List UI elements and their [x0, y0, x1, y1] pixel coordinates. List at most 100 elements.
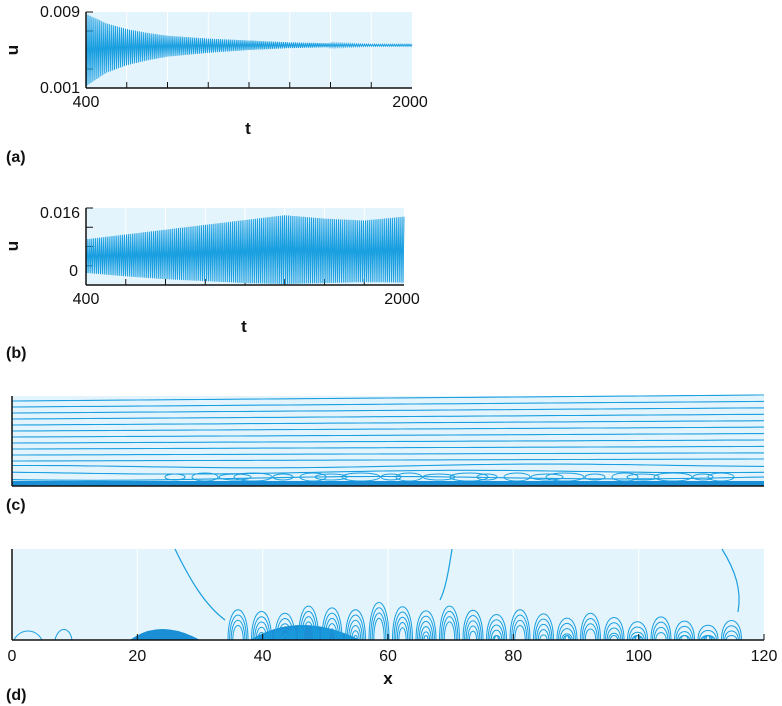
panel-d-vortex-contour — [368, 602, 390, 641]
panel-d-vortex-contour — [561, 633, 573, 641]
panel-d-vortex-contour — [468, 630, 478, 641]
panel-d-bump — [130, 629, 200, 640]
panel-d-vortex-contour — [396, 621, 409, 641]
panel-d-vortex-contour — [514, 624, 526, 641]
panel-d-vortex-contour — [490, 629, 503, 641]
panel-d-vortex-contour — [274, 612, 296, 641]
panel-d-vortex-contour — [558, 622, 576, 641]
panel-c-streamline — [12, 445, 765, 450]
panel-d-xlabel: x — [383, 669, 393, 688]
panel-c-streamline — [11, 469, 765, 475]
panel-d-vortex-contour — [605, 622, 623, 641]
panel-d-vortex-contour — [467, 625, 479, 641]
panel-d-vortex-contour — [439, 605, 460, 641]
panel-d-vortex-contour — [232, 624, 244, 641]
panel-c-streamline — [11, 400, 765, 408]
panel-a-xtick-start: 400 — [73, 94, 100, 111]
panel-d-vortex-contour — [724, 630, 739, 641]
panel-d-vortex-contour — [443, 621, 456, 641]
panel-d-vortex-contour — [489, 624, 504, 641]
panel-d-vortex-contour — [393, 611, 412, 641]
panel-c-streamline — [12, 463, 765, 469]
panel-c-eddy — [584, 473, 606, 481]
panel-d-vortex-contour — [326, 623, 338, 641]
panel-c-wall-layer — [12, 481, 764, 486]
panel-d-vortex-contour — [398, 627, 407, 641]
panel-c-eddy — [218, 473, 252, 481]
panel-d-xticks: 0 20 40 60 80 100 120 — [8, 634, 778, 665]
panel-d-vortex-contour — [230, 619, 246, 641]
panel-d-xtick-label: 0 — [8, 648, 17, 665]
panel-d-vortex-contour — [346, 614, 365, 641]
panel-d-vortex-contour — [721, 620, 742, 641]
panel-d-vortex-contour — [418, 620, 434, 641]
panel-d: 0 20 40 60 80 100 120 x (d) — [6, 548, 778, 704]
panel-d-vortex-contour — [655, 632, 667, 641]
panel-c-contours — [11, 394, 765, 486]
panel-d-xtick-label: 40 — [254, 648, 272, 665]
panel-d-vortex-contour — [280, 633, 290, 641]
panel-d-vortex-contour — [415, 610, 437, 641]
panel-c-label: (c) — [6, 497, 26, 514]
panel-a-xlabel: t — [245, 119, 251, 138]
panel-c-streamline — [11, 420, 765, 426]
panel-d-vortex-contour — [699, 630, 717, 641]
panel-d-vortex-contour — [584, 628, 597, 641]
panel-d-vortex-contour — [279, 628, 291, 641]
panel-c-eddy — [422, 473, 456, 481]
panel-d-vortex-contour — [677, 631, 692, 641]
panel-c-eddy — [476, 473, 498, 481]
panel-c-streamline — [12, 458, 764, 462]
panel-d-vortex-contour — [255, 626, 268, 641]
panel-c-streamline — [11, 426, 765, 432]
panel-d-vortex-contour — [465, 620, 481, 641]
panel-d-vortex-contour — [301, 616, 316, 641]
panel-d-vortex-contour — [323, 612, 341, 641]
panel-a-ytick-bottom: 0.001 — [40, 80, 80, 97]
panel-b-signal-line — [85, 215, 405, 285]
panel-c-eddy — [530, 473, 564, 481]
panel-d-vortex-contour — [652, 621, 670, 641]
panel-c: (c) — [6, 394, 765, 514]
panel-d-vortex-contour — [603, 617, 625, 641]
panel-d-vortex-contour — [298, 605, 319, 641]
panel-d-vortex-contour — [324, 618, 340, 641]
panel-c-streamline — [11, 407, 764, 414]
panel-d-vortex-contour — [628, 626, 647, 641]
panel-d-vortex-contour — [675, 625, 694, 641]
panel-d-vortex-contour — [627, 621, 648, 641]
panel-d-vortex-contour — [635, 635, 640, 641]
panel-d-xtick-label: 80 — [504, 648, 522, 665]
panel-d-vortex-contour — [392, 606, 413, 641]
panel-d-vortex-contour — [327, 628, 337, 641]
panel-d-xtick-label: 100 — [625, 648, 652, 665]
panel-d-contour-line — [439, 548, 453, 601]
panel-d-vortex-contour — [509, 609, 531, 641]
panel-d-vortex-contour — [420, 626, 432, 641]
panel-d-vortex-contour — [539, 634, 548, 641]
panel-a-signal-line — [85, 13, 413, 86]
panel-d-contour-line — [54, 629, 73, 641]
panel-c-eddy — [314, 473, 348, 481]
panel-d-vortex-contour — [608, 632, 620, 641]
panel-d-vortex-contour — [227, 609, 249, 641]
panel-d-vortex-contour — [462, 609, 484, 641]
panel-d-xtick-label: 120 — [751, 648, 778, 665]
panel-d-vortex-contour — [417, 615, 435, 641]
panel-d-vortex-contour — [650, 616, 672, 641]
panel-d-vortex-contour — [564, 635, 570, 641]
panel-d-vortex-contour — [537, 629, 550, 641]
panel-c-eddy — [164, 473, 186, 481]
panel-d-vortex-contour — [442, 616, 457, 641]
panel-d-vortex-contour — [440, 610, 459, 641]
panel-d-vortex-contour — [276, 618, 294, 641]
panel-d-vortex-contour — [705, 635, 711, 641]
panel-b-label: (b) — [6, 345, 26, 362]
panel-d-vortex-contour — [494, 635, 499, 641]
panel-b: 0.016 0 400 2000 t u (b) — [3, 205, 420, 362]
panel-d-vortex-contour — [725, 635, 738, 641]
panel-d-vortex-contour — [511, 614, 529, 641]
panel-d-vortex-contour — [277, 623, 293, 641]
panel-b-xlabel: t — [241, 317, 247, 336]
panel-d-label: (d) — [6, 687, 26, 704]
